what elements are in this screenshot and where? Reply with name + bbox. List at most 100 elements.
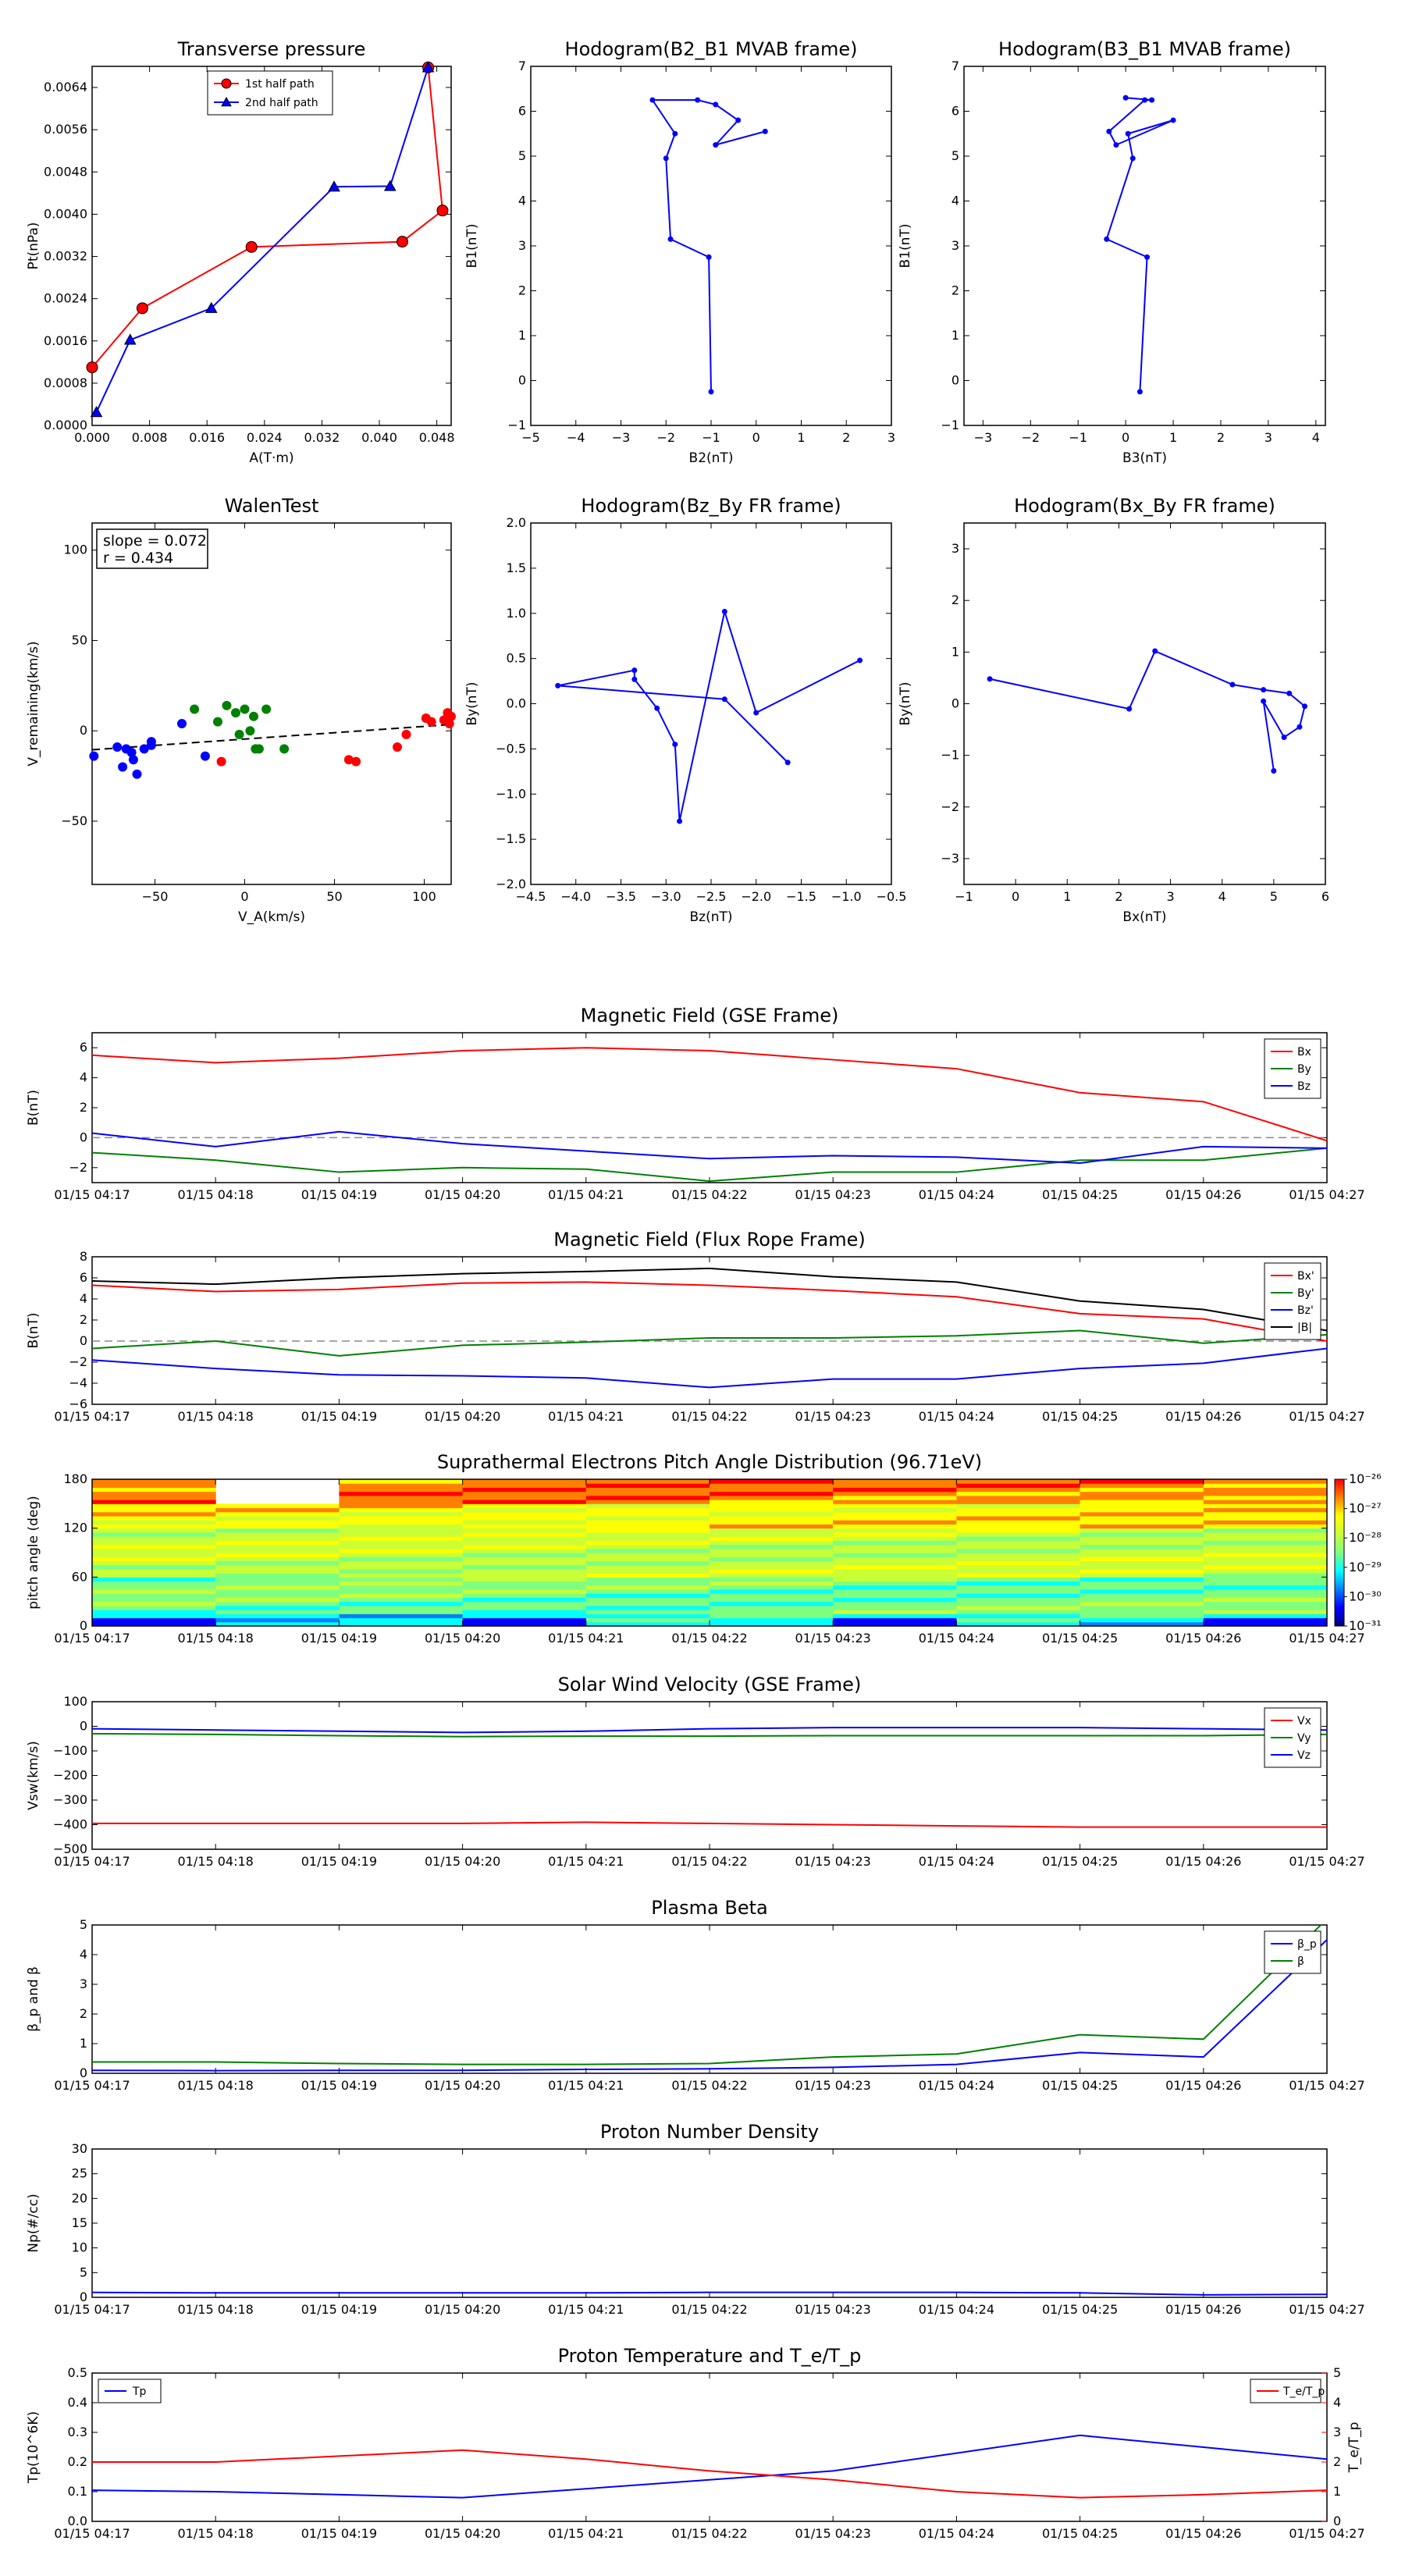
y-tick-label: 0 [951, 696, 959, 711]
colorbar-tick-label: 10⁻²⁹ [1349, 1560, 1382, 1574]
x-tick-label: −50 [142, 889, 169, 904]
heatmap-cell [92, 1560, 216, 1566]
heatmap-cell [956, 1548, 1081, 1553]
y-tick-label: −4 [69, 1375, 87, 1390]
data-point [444, 718, 454, 728]
heatmap-cell [339, 1597, 464, 1603]
series-line [92, 1267, 1327, 1332]
x-tick-label: 01/15 04:20 [425, 2078, 500, 2093]
x-axis-label: Bx(nT) [1122, 909, 1166, 925]
heatmap-cell [956, 1540, 1081, 1546]
heatmap-cell [92, 1507, 216, 1513]
x-tick-label: 01/15 04:27 [1289, 1631, 1364, 1646]
y-axis-label: Np(#/cc) [26, 2194, 41, 2252]
x-tick-label: 01/15 04:24 [919, 2302, 994, 2317]
chart-title: WalenTest [225, 495, 319, 517]
y-tick-label: 2 [80, 1100, 87, 1115]
x-tick-label: 0 [1012, 889, 1019, 904]
x-tick-label: 01/15 04:21 [548, 1854, 624, 1869]
y-tick-label: −1 [941, 748, 959, 763]
heatmap-cell [1203, 1520, 1328, 1525]
x-tick-label: 01/15 04:24 [919, 2526, 994, 2541]
y-tick-label: 5 [518, 148, 526, 163]
series-line [651, 99, 766, 392]
heatmap-cell [215, 1524, 340, 1529]
heatmap-cell [92, 1617, 216, 1623]
heatmap-cell [92, 1524, 216, 1529]
x-tick-label: 2 [1217, 430, 1225, 445]
heatmap-cell [710, 1597, 834, 1603]
x-tick-label: 01/15 04:18 [178, 2526, 254, 2541]
heatmap-cell [585, 1520, 710, 1525]
series-line [1105, 97, 1174, 392]
x-tick-label: 01/15 04:17 [54, 2526, 130, 2541]
heatmap-cell [710, 1511, 834, 1517]
heatmap-cell [462, 1503, 587, 1509]
heatmap-cell [956, 1557, 1081, 1561]
heatmap-cell [585, 1621, 710, 1627]
data-point [221, 78, 232, 89]
heatmap-cell [215, 1532, 340, 1537]
series-line [92, 1727, 1327, 1734]
heatmap-cell [92, 1581, 216, 1586]
heatmap-cell [1080, 1597, 1204, 1603]
data-point [677, 818, 683, 824]
plot-frame [91, 1924, 1328, 2074]
y-tick-label: 0.0024 [44, 291, 87, 306]
heatmap-cell [833, 1528, 957, 1533]
x-axis-label: V_A(km/s) [238, 909, 305, 925]
heatmap-cell [1080, 1621, 1204, 1627]
chart-title: Proton Temperature and T_e/T_p [558, 2345, 862, 2367]
heatmap-cell [1203, 1487, 1328, 1493]
x-tick-label: 01/15 04:24 [919, 1854, 994, 1869]
heatmap-cell [339, 1507, 464, 1513]
data-point [649, 97, 656, 103]
data-point [112, 742, 123, 753]
data-point [1302, 703, 1308, 710]
x-tick-label: 01/15 04:27 [1289, 1409, 1364, 1424]
series-line [92, 2291, 1327, 2296]
x-tick-label: 01/15 04:23 [795, 2526, 871, 2541]
y-axis-label: Tp(10^6K) [26, 2411, 41, 2484]
data-point [1286, 690, 1293, 696]
data-point [706, 254, 712, 260]
heatmap-cell [462, 1614, 587, 1619]
heatmap-cell [215, 1511, 340, 1517]
colorbar-tick-label: 10⁻²⁸ [1349, 1530, 1382, 1545]
x-tick-label: 0 [752, 430, 760, 445]
y-tick-label: 4 [80, 1291, 87, 1306]
annotation-box [96, 528, 208, 569]
data-point [205, 301, 218, 313]
chart-title: Proton Number Density [600, 2121, 819, 2143]
data-point [401, 729, 411, 739]
data-point [672, 130, 678, 137]
heatmap-cell [339, 1487, 464, 1493]
x-tick-label: 01/15 04:22 [671, 2526, 747, 2541]
heatmap-cell [1203, 1585, 1328, 1590]
heatmap-cell [92, 1500, 216, 1504]
data-point [396, 236, 408, 248]
heatmap-cell [956, 1568, 1081, 1574]
x-tick-label: 0.032 [304, 430, 340, 445]
heatmap-cell [1080, 1593, 1204, 1598]
heatmap-cell [92, 1483, 216, 1488]
heatmap-cell [1203, 1564, 1328, 1570]
y-tick-label: 6 [518, 104, 526, 119]
heatmap-cell [1203, 1500, 1328, 1504]
data-point [351, 756, 361, 767]
heatmap-cell [585, 1597, 710, 1603]
heatmap-cell [833, 1621, 957, 1627]
y-axis-label: B1(nT) [464, 224, 480, 269]
pitch-angle-chart: Suprathermal Electrons Pitch Angle Distr… [26, 1451, 1382, 1646]
series-line [92, 1732, 1327, 1738]
heatmap-cell [710, 1528, 834, 1533]
heatmap-cell [462, 1500, 587, 1504]
x-tick-label: 01/15 04:19 [301, 1187, 377, 1202]
heatmap-cell [462, 1557, 587, 1561]
heatmap-cell [462, 1516, 587, 1521]
x-tick-label: 01/15 04:24 [919, 1631, 994, 1646]
heatmap-cell [1080, 1524, 1204, 1529]
plot-frame [91, 1256, 1328, 1405]
data-point [422, 61, 435, 73]
heatmap-cell [92, 1491, 216, 1496]
